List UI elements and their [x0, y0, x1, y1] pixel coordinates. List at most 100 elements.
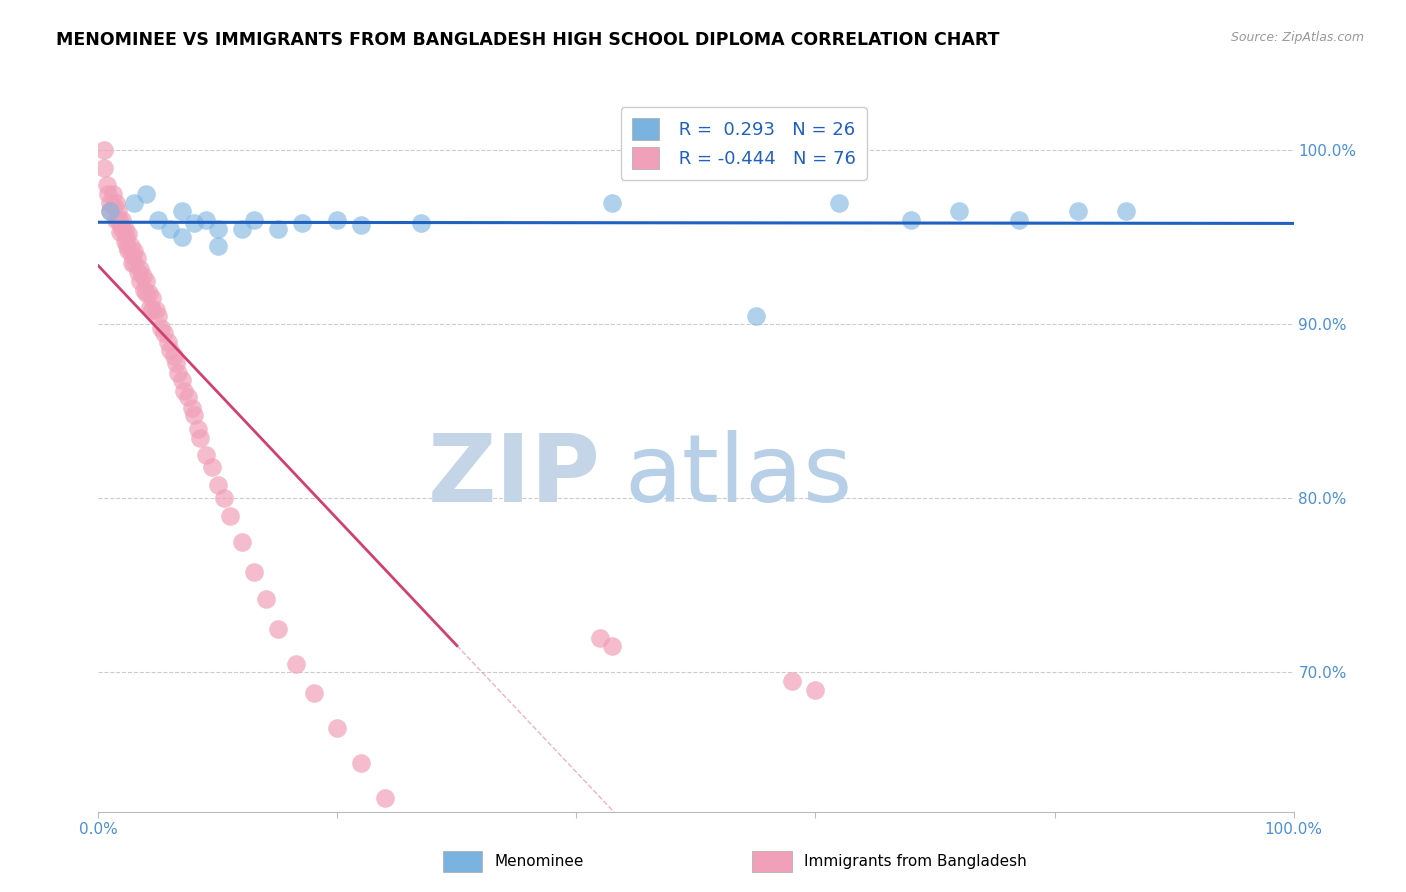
Point [243, 213, 266, 227]
Point [326, 721, 349, 735]
Point [188, 430, 211, 444]
Point [267, 221, 290, 235]
Point [148, 309, 170, 323]
Point [243, 565, 266, 579]
Point [948, 204, 970, 219]
Point [111, 221, 134, 235]
Point [105, 195, 128, 210]
Point [124, 256, 146, 270]
Point [180, 401, 202, 415]
Point [207, 239, 229, 253]
Point [135, 286, 157, 301]
Point [207, 221, 229, 235]
Point [194, 448, 218, 462]
Point [602, 640, 624, 654]
Point [187, 422, 209, 436]
Point [254, 592, 277, 607]
Point [115, 239, 138, 253]
Point [163, 349, 186, 363]
Point [350, 218, 373, 232]
Point [139, 300, 162, 314]
Point [804, 682, 827, 697]
Point [900, 213, 922, 227]
Point [124, 244, 146, 259]
Point [98, 204, 122, 219]
Point [107, 213, 129, 227]
Point [124, 195, 146, 210]
Point [107, 204, 129, 219]
Point [183, 408, 205, 422]
Point [125, 252, 148, 266]
Point [148, 213, 170, 227]
Point [127, 265, 149, 279]
Point [98, 204, 122, 219]
Point [97, 186, 120, 201]
Point [115, 230, 138, 244]
Point [326, 213, 349, 227]
Point [589, 631, 612, 645]
Point [135, 274, 157, 288]
Point [105, 213, 128, 227]
Point [201, 460, 224, 475]
Point [284, 657, 307, 671]
Point [103, 199, 125, 213]
Point [121, 248, 143, 262]
Point [302, 686, 325, 700]
Point [138, 286, 160, 301]
Point [172, 373, 194, 387]
Point [93, 144, 115, 158]
Text: ZIP: ZIP [427, 430, 600, 523]
Point [165, 356, 187, 370]
Point [173, 384, 195, 398]
Point [231, 535, 253, 549]
Point [145, 303, 167, 318]
Point [183, 216, 205, 230]
Point [131, 268, 153, 283]
Text: Source: ZipAtlas.com: Source: ZipAtlas.com [1230, 31, 1364, 45]
Point [159, 221, 181, 235]
Point [141, 291, 163, 305]
Point [159, 343, 181, 358]
Point [149, 321, 172, 335]
Point [231, 221, 253, 235]
Point [167, 366, 190, 380]
Point [177, 391, 200, 405]
Point [422, 854, 444, 868]
Point [780, 674, 803, 689]
Point [129, 261, 152, 276]
Point [132, 283, 155, 297]
Point [108, 225, 131, 239]
Point [172, 230, 194, 244]
Point [267, 622, 290, 636]
Point [212, 491, 235, 506]
Point [828, 195, 851, 210]
Text: atlas: atlas [624, 430, 852, 523]
Point [98, 195, 122, 210]
Point [374, 790, 396, 805]
Point [117, 243, 139, 257]
Point [219, 508, 242, 523]
Point [411, 216, 433, 230]
Point [141, 303, 163, 318]
Text: Immigrants from Bangladesh: Immigrants from Bangladesh [804, 855, 1026, 869]
Point [602, 195, 624, 210]
Text: MENOMINEE VS IMMIGRANTS FROM BANGLADESH HIGH SCHOOL DIPLOMA CORRELATION CHART: MENOMINEE VS IMMIGRANTS FROM BANGLADESH … [56, 31, 1000, 49]
Legend:  R =  0.293   N = 26,  R = -0.444   N = 76: R = 0.293 N = 26, R = -0.444 N = 76 [620, 107, 868, 180]
Point [194, 213, 218, 227]
Point [207, 477, 229, 491]
Point [117, 227, 139, 241]
Point [120, 239, 142, 253]
Point [1067, 204, 1090, 219]
Point [172, 204, 194, 219]
Point [101, 186, 124, 201]
Point [1007, 213, 1029, 227]
Point [291, 216, 314, 230]
Point [745, 309, 768, 323]
Point [1115, 204, 1137, 219]
Text: Menominee: Menominee [495, 855, 585, 869]
Point [114, 221, 136, 235]
Point [156, 334, 179, 349]
Point [446, 883, 468, 892]
Point [129, 274, 152, 288]
Point [350, 756, 373, 770]
